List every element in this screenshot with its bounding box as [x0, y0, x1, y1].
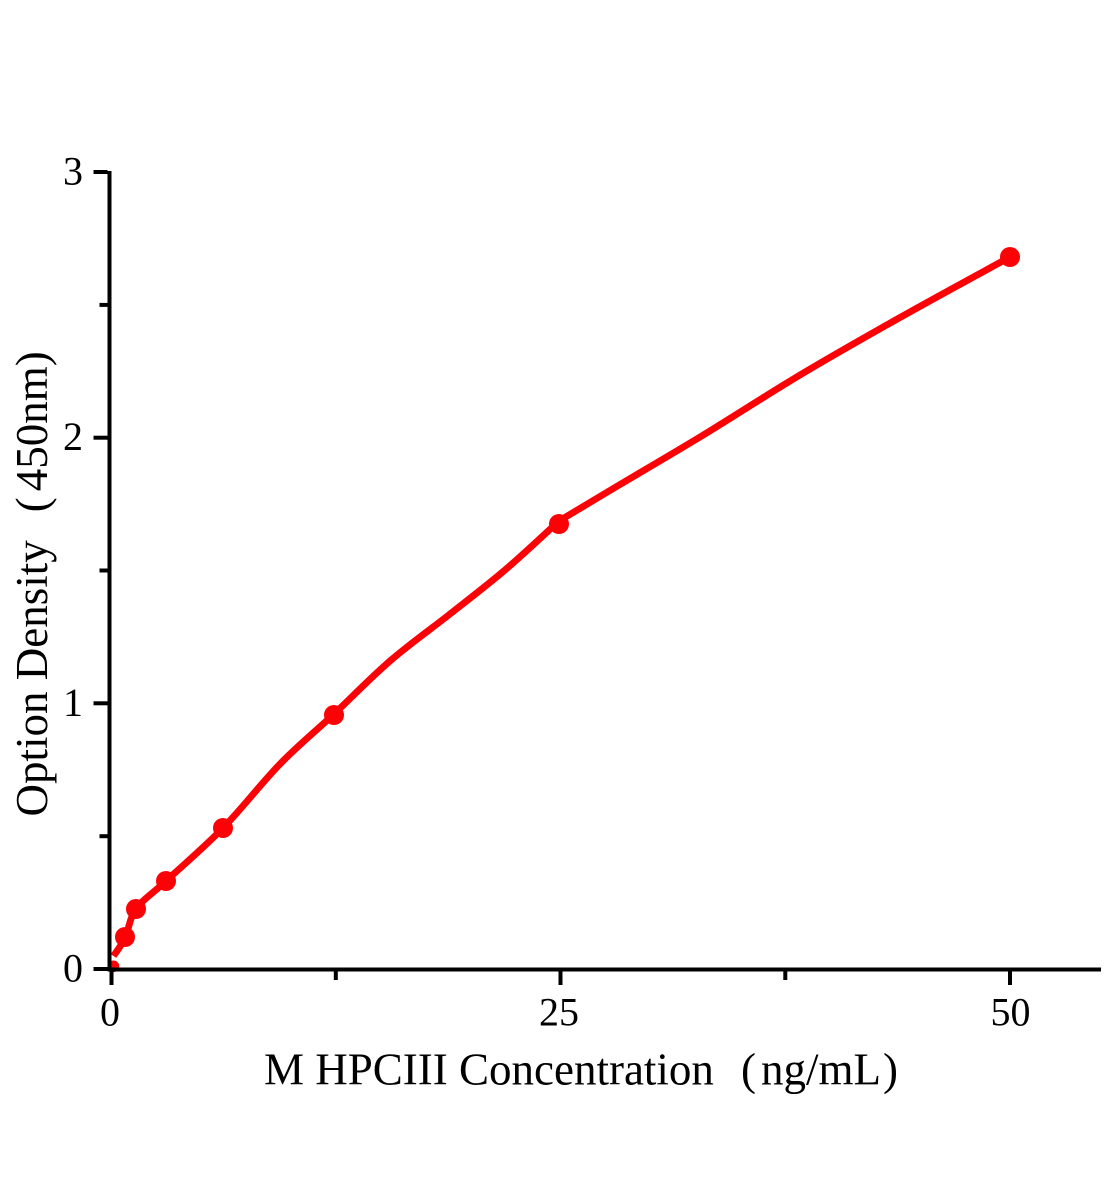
- svg-text:3: 3: [63, 149, 83, 194]
- svg-text:0: 0: [63, 946, 83, 991]
- svg-text:M HPCIII Concentration(ng/mL): M HPCIII Concentration(ng/mL): [264, 1045, 898, 1095]
- svg-text:50: 50: [991, 990, 1031, 1035]
- svg-text:0: 0: [100, 990, 120, 1035]
- svg-text:Option Density(450nm): Option Density(450nm): [7, 351, 57, 816]
- svg-text:25: 25: [539, 990, 579, 1035]
- svg-text:2: 2: [63, 414, 83, 459]
- svg-text:1: 1: [63, 680, 83, 725]
